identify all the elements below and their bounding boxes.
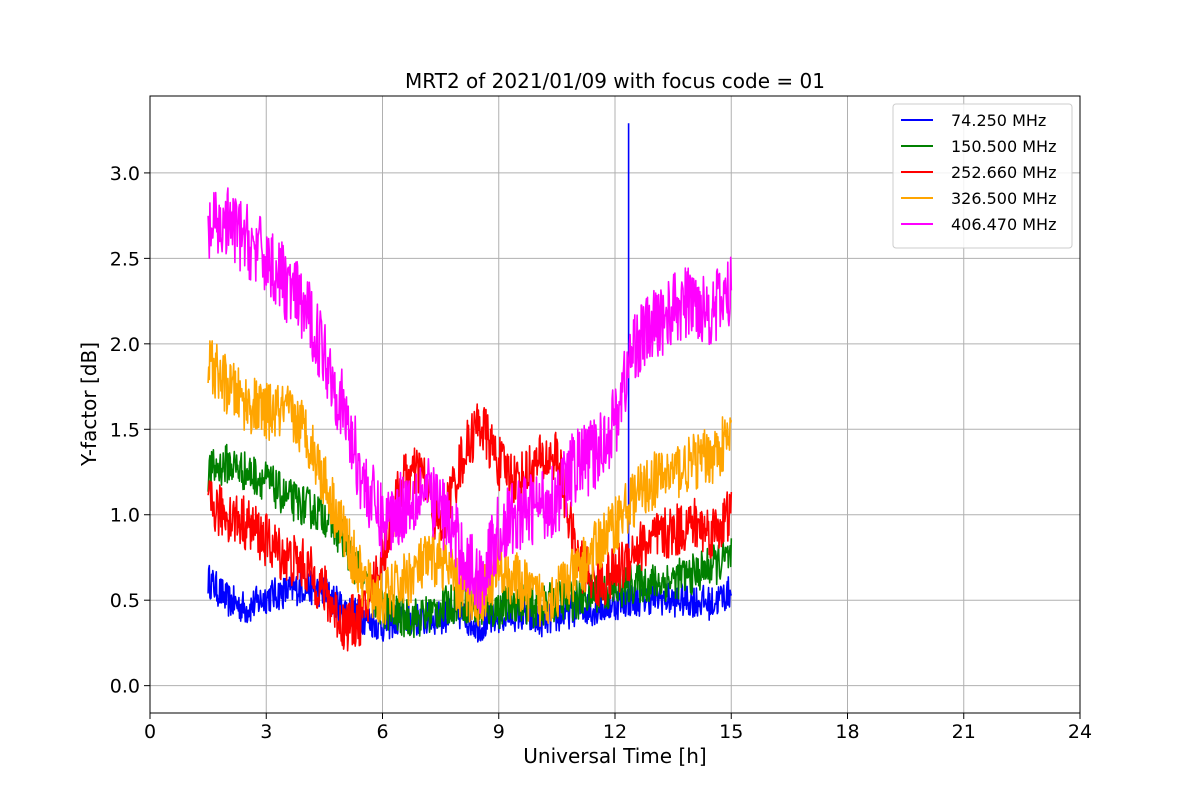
legend-label: 326.500 MHz bbox=[951, 189, 1056, 208]
legend-label: 406.470 MHz bbox=[951, 215, 1056, 234]
x-tick-label: 0 bbox=[144, 721, 156, 743]
y-tick-label: 0.5 bbox=[110, 590, 140, 612]
chart-title: MRT2 of 2021/01/09 with focus code = 01 bbox=[405, 69, 825, 93]
x-tick-label: 3 bbox=[260, 721, 272, 743]
legend-label: 150.500 MHz bbox=[951, 137, 1056, 156]
x-tick-label: 21 bbox=[952, 721, 976, 743]
y-tick-label: 1.0 bbox=[110, 505, 140, 527]
legend-label: 252.660 MHz bbox=[951, 163, 1056, 182]
legend-label: 74.250 MHz bbox=[951, 111, 1046, 130]
y-tick-label: 3.0 bbox=[110, 163, 140, 185]
x-tick-label: 6 bbox=[376, 721, 388, 743]
y-axis-label: Y-factor [dB] bbox=[77, 342, 101, 467]
series-line-3 bbox=[207, 403, 733, 652]
x-tick-label: 24 bbox=[1068, 721, 1092, 743]
x-tick-label: 9 bbox=[493, 721, 505, 743]
x-tick-label: 12 bbox=[603, 721, 627, 743]
x-tick-label: 15 bbox=[719, 721, 743, 743]
y-tick-label: 2.5 bbox=[110, 248, 140, 270]
legend-box bbox=[892, 103, 1073, 249]
y-tick-label: 1.5 bbox=[110, 419, 140, 441]
series-line-4 bbox=[207, 340, 733, 627]
y-tick-label: 0.0 bbox=[110, 676, 140, 698]
plot-series bbox=[207, 123, 733, 652]
x-axis-label: Universal Time [h] bbox=[523, 744, 706, 768]
y-tick-label: 2.0 bbox=[110, 334, 140, 356]
legend: 74.250 MHz 150.500 MHz 252.660 MHz 326.500 … bbox=[892, 103, 1073, 249]
axis-ticks: 0 3 6 9 12 15 18 21 24 0.0 0.5 1.0 1.5 2.0 2.5 3.0 bbox=[110, 163, 1092, 743]
series-line-5 bbox=[207, 187, 733, 614]
x-tick-label: 18 bbox=[835, 721, 859, 743]
